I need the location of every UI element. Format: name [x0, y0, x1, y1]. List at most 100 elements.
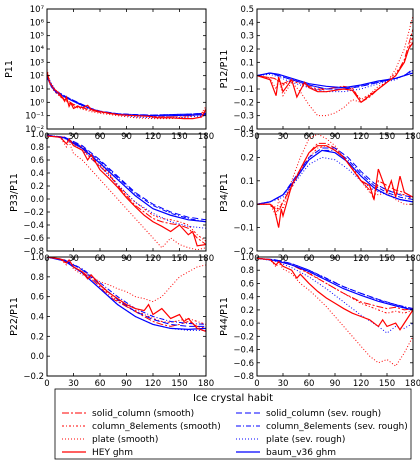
- y-tick-label: 0.2: [30, 182, 44, 192]
- axes-frame: [256, 133, 414, 252]
- y-tick-label: −0.8: [233, 372, 254, 382]
- series-group: [47, 134, 206, 251]
- y-tick-label: 0.4: [240, 18, 254, 28]
- series-line-sc_r: [257, 257, 413, 311]
- y-tick-label: 0.5: [240, 5, 254, 15]
- y-tick-label: 0.8: [30, 273, 44, 283]
- series-line-hey: [257, 257, 413, 331]
- panel-1: 030609012015018010⁻²10⁻¹10⁰10¹10²10³10⁴1…: [4, 5, 214, 142]
- y-tick-label: −0.2: [233, 98, 254, 108]
- series-group: [257, 257, 413, 367]
- series-line-hey: [47, 71, 206, 120]
- series-line-sc_s: [257, 142, 413, 213]
- y-tick-label: 0.0: [30, 352, 44, 362]
- series-line-sc_r: [47, 257, 206, 327]
- x-tick-label: 90: [121, 379, 132, 389]
- series-line-c8_r: [47, 75, 206, 116]
- y-tick-label: −0.2: [23, 372, 44, 382]
- y-tick-label: 0.3: [240, 32, 254, 42]
- x-tick-label: 180: [198, 379, 214, 389]
- panel-3: 0306090120150180−0.8−0.6−0.4−0.20.00.20.…: [9, 130, 214, 264]
- series-line-pl_s: [257, 134, 413, 218]
- legend-title: Ice crystal habit: [193, 393, 273, 404]
- series-line-sc_r: [257, 68, 413, 90]
- legend-label-hey: HEY ghm: [92, 448, 133, 458]
- y-axis-label: P12/P11: [219, 50, 230, 89]
- legend: Ice crystal habit solid_column (smooth) co…: [54, 388, 412, 460]
- y-tick-label: 0.2: [240, 45, 254, 55]
- x-tick-label: 180: [405, 132, 420, 142]
- y-axis-label: P33/P11: [9, 173, 20, 212]
- x-tick-label: 30: [68, 379, 79, 389]
- axes-frame: [46, 256, 207, 377]
- series-line-sc_r: [47, 134, 206, 221]
- axes-frame: [256, 256, 414, 377]
- y-tick-label: 10⁰: [30, 98, 45, 108]
- y-tick-label: 0.4: [30, 169, 44, 179]
- legend-label-sc_r: solid_column (sev. rough): [266, 409, 381, 419]
- y-tick-label: 0.2: [240, 153, 254, 163]
- y-tick-label: 10⁵: [30, 32, 44, 42]
- series-line-hey: [257, 145, 413, 228]
- y-tick-label: 0.0: [240, 319, 254, 329]
- x-tick-label: 180: [405, 379, 420, 389]
- y-tick-label: 0.0: [240, 72, 254, 82]
- y-tick-label: −0.2: [233, 332, 254, 342]
- series-line-pl_r: [257, 156, 413, 205]
- series-line-hey: [47, 257, 206, 332]
- panel-2: 0306090120150180−0.4−0.3−0.2−0.10.00.10.…: [219, 5, 420, 142]
- series-line-c8_s: [47, 257, 206, 325]
- y-tick-label: 0.1: [240, 177, 254, 187]
- series-group: [257, 15, 413, 117]
- y-tick-label: −0.1: [233, 224, 254, 234]
- x-tick-label: 90: [330, 379, 341, 389]
- y-tick-label: 0.0: [30, 195, 44, 205]
- series-line-baum: [47, 134, 206, 223]
- series-group: [47, 69, 206, 120]
- y-tick-label: 10⁻²: [25, 125, 44, 135]
- series-line-baum: [257, 72, 413, 89]
- series-line-hey: [47, 135, 206, 247]
- y-tick-label: −0.8: [23, 247, 44, 257]
- y-tick-label: −0.6: [233, 359, 254, 369]
- series-line-pl_s: [47, 135, 206, 251]
- x-tick-label: 120: [353, 379, 369, 389]
- x-tick-label: 60: [304, 379, 315, 389]
- y-tick-label: −0.6: [23, 234, 44, 244]
- x-tick-label: 150: [379, 379, 395, 389]
- y-tick-label: 0.6: [30, 293, 44, 303]
- panel-5: 0 30 60 90 120 150 180 −0.2 0.0 0.2 0.4 0.6 0.8 1.0 P2…: [9, 253, 214, 400]
- x-tick-label: 60: [95, 379, 106, 389]
- y-tick-label: −0.4: [23, 221, 44, 231]
- y-axis-label: P34/P11: [219, 173, 230, 212]
- y-tick-label: 0.4: [240, 293, 254, 303]
- legend-label-sc_s: solid_column (smooth): [92, 409, 194, 419]
- series-line-c8_s: [47, 135, 206, 242]
- y-tick-label: 1.0: [30, 253, 44, 263]
- y-tick-label: 0.1: [240, 58, 254, 68]
- y-tick-label: 0.3: [240, 130, 254, 140]
- series-group: [47, 257, 206, 332]
- y-tick-label: 1.0: [240, 253, 254, 263]
- series-line-c8_r: [47, 134, 206, 223]
- axes-frame: [46, 8, 207, 130]
- series-line-pl_s: [257, 15, 413, 117]
- y-tick-label: −0.2: [233, 247, 254, 257]
- series-line-hey: [257, 42, 413, 104]
- series-line-pl_r: [47, 74, 206, 119]
- y-tick-label: 10²: [30, 72, 44, 82]
- y-tick-label: 10³: [30, 58, 44, 68]
- series-line-pl_s: [257, 257, 413, 367]
- legend-label-pl_s: plate (smooth): [92, 435, 158, 445]
- y-tick-label: 0.0: [240, 200, 254, 210]
- legend-label-baum: baum_v36 ghm: [266, 448, 336, 458]
- axes-frame: [46, 133, 207, 252]
- series-line-c8_s: [47, 73, 206, 117]
- x-tick-label: 180: [405, 254, 420, 264]
- series-line-pl_r: [47, 134, 206, 229]
- y-tick-label: −0.4: [233, 125, 254, 135]
- panel-6: 0 30 60 90 120 150 180 −0.8 −0.6 −0.4 −0.2 0.0 0.2 0.…: [219, 253, 420, 400]
- y-tick-label: 0.2: [30, 332, 44, 342]
- y-tick-label: −0.3: [233, 112, 254, 122]
